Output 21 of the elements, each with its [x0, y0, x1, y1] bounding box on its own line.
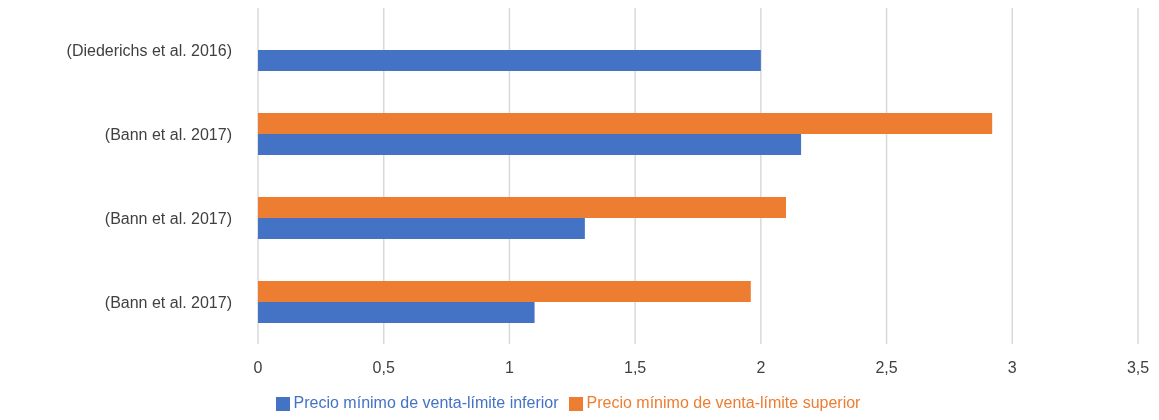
bar: [258, 281, 751, 302]
bar: [258, 50, 761, 71]
x-tick-label: 2: [756, 359, 766, 377]
bar: [258, 113, 993, 134]
y-tick-label: (Bann et al. 2017): [104, 293, 232, 311]
x-tick-label: 1: [504, 359, 514, 377]
legend-label: Precio mínimo de venta-límite superior: [586, 394, 861, 411]
x-tick-label: 0: [253, 359, 263, 377]
x-tick-label: 0,5: [372, 359, 395, 377]
legend-label: Precio mínimo de venta-límite inferior: [293, 394, 559, 411]
x-tick-label: 2,5: [875, 359, 898, 377]
bar: [258, 218, 585, 239]
bar: [258, 302, 535, 323]
y-tick-label: (Bann et al. 2017): [104, 125, 232, 143]
x-tick-label: 3: [1007, 359, 1017, 377]
bar: [258, 197, 786, 218]
y-tick-label: (Diederichs et al. 2016): [66, 41, 232, 59]
x-tick-label: 3,5: [1126, 359, 1150, 377]
bar: [258, 134, 802, 155]
y-tick-label: (Bann et al. 2017): [104, 209, 232, 227]
x-tick-label: 1,5: [624, 359, 647, 377]
